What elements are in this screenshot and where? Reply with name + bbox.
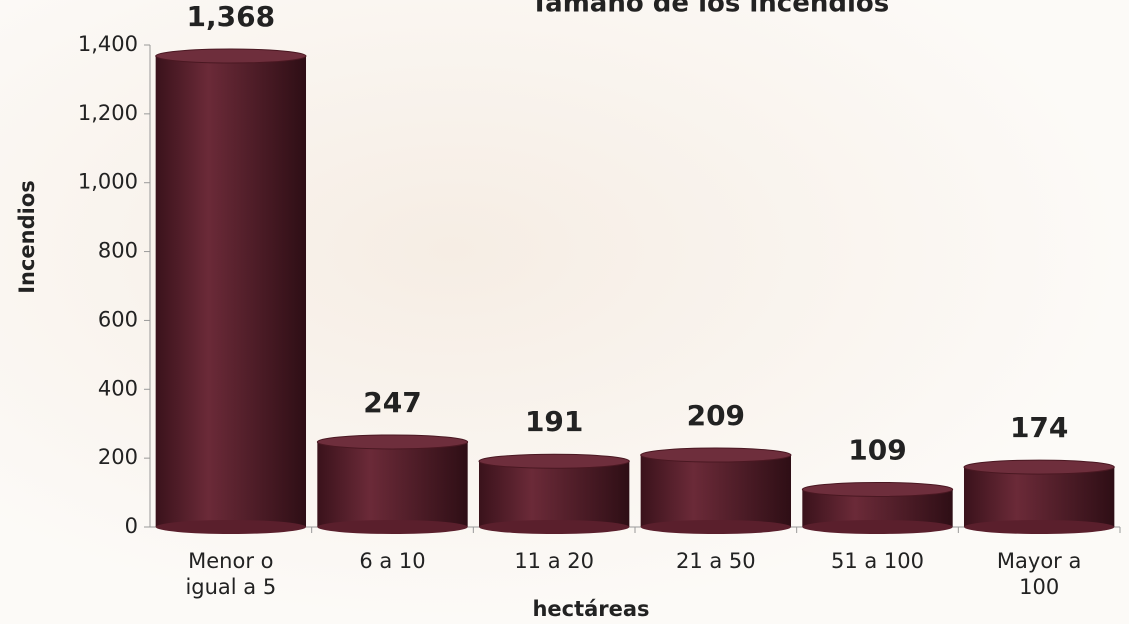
x-axis-label: hectáreas	[532, 597, 649, 621]
bar-bottom	[155, 520, 307, 534]
bar-top	[640, 447, 792, 463]
bar-top	[316, 434, 469, 450]
x-tick-label: Menor o igual a 5	[185, 549, 277, 599]
bar-bottom	[802, 520, 953, 534]
bar-bottom	[640, 520, 792, 534]
x-tick-label: 21 a 50	[675, 549, 756, 573]
y-tick-label: 800	[98, 239, 138, 263]
bar-body	[478, 461, 630, 527]
bar	[155, 48, 307, 534]
y-axis-label: Incendios	[15, 180, 39, 294]
y-tick-label: 0	[125, 514, 138, 538]
y-tick-label: 400	[98, 376, 138, 400]
bar-bottom	[478, 520, 630, 534]
bar	[478, 453, 630, 534]
x-tick-label: 6 a 10	[359, 549, 426, 573]
value-label: 174	[1010, 411, 1068, 444]
bar	[963, 459, 1115, 534]
y-tick-label: 1,400	[78, 32, 138, 56]
bar-bottom	[963, 520, 1115, 534]
bar-body	[963, 467, 1115, 527]
y-tick-label: 600	[98, 307, 138, 331]
bar-top	[963, 459, 1115, 475]
chart-title: Tamaño de los incendios	[531, 0, 889, 19]
y-tick-label: 1,200	[78, 101, 138, 125]
y-tick-label: 1,000	[78, 170, 138, 194]
value-label: 191	[525, 405, 583, 438]
bar-top	[801, 481, 954, 497]
value-label: 209	[687, 399, 745, 432]
x-tick-label: Mayor a 100	[996, 549, 1082, 599]
y-tick-label: 200	[98, 445, 138, 469]
value-label: 247	[363, 386, 421, 419]
bar	[316, 434, 469, 534]
x-tick-label: 11 a 20	[514, 549, 594, 573]
bar-bottom	[317, 520, 468, 534]
bar	[801, 481, 954, 534]
bar-body	[640, 455, 792, 527]
bar	[640, 447, 792, 534]
bar-body	[317, 441, 468, 527]
value-label: 1,368	[187, 0, 276, 33]
value-label: 109	[848, 433, 906, 466]
bar-top	[155, 48, 307, 64]
bar-top	[478, 453, 630, 469]
x-tick-label: 51 a 100	[830, 549, 925, 573]
bar-body	[155, 56, 307, 527]
